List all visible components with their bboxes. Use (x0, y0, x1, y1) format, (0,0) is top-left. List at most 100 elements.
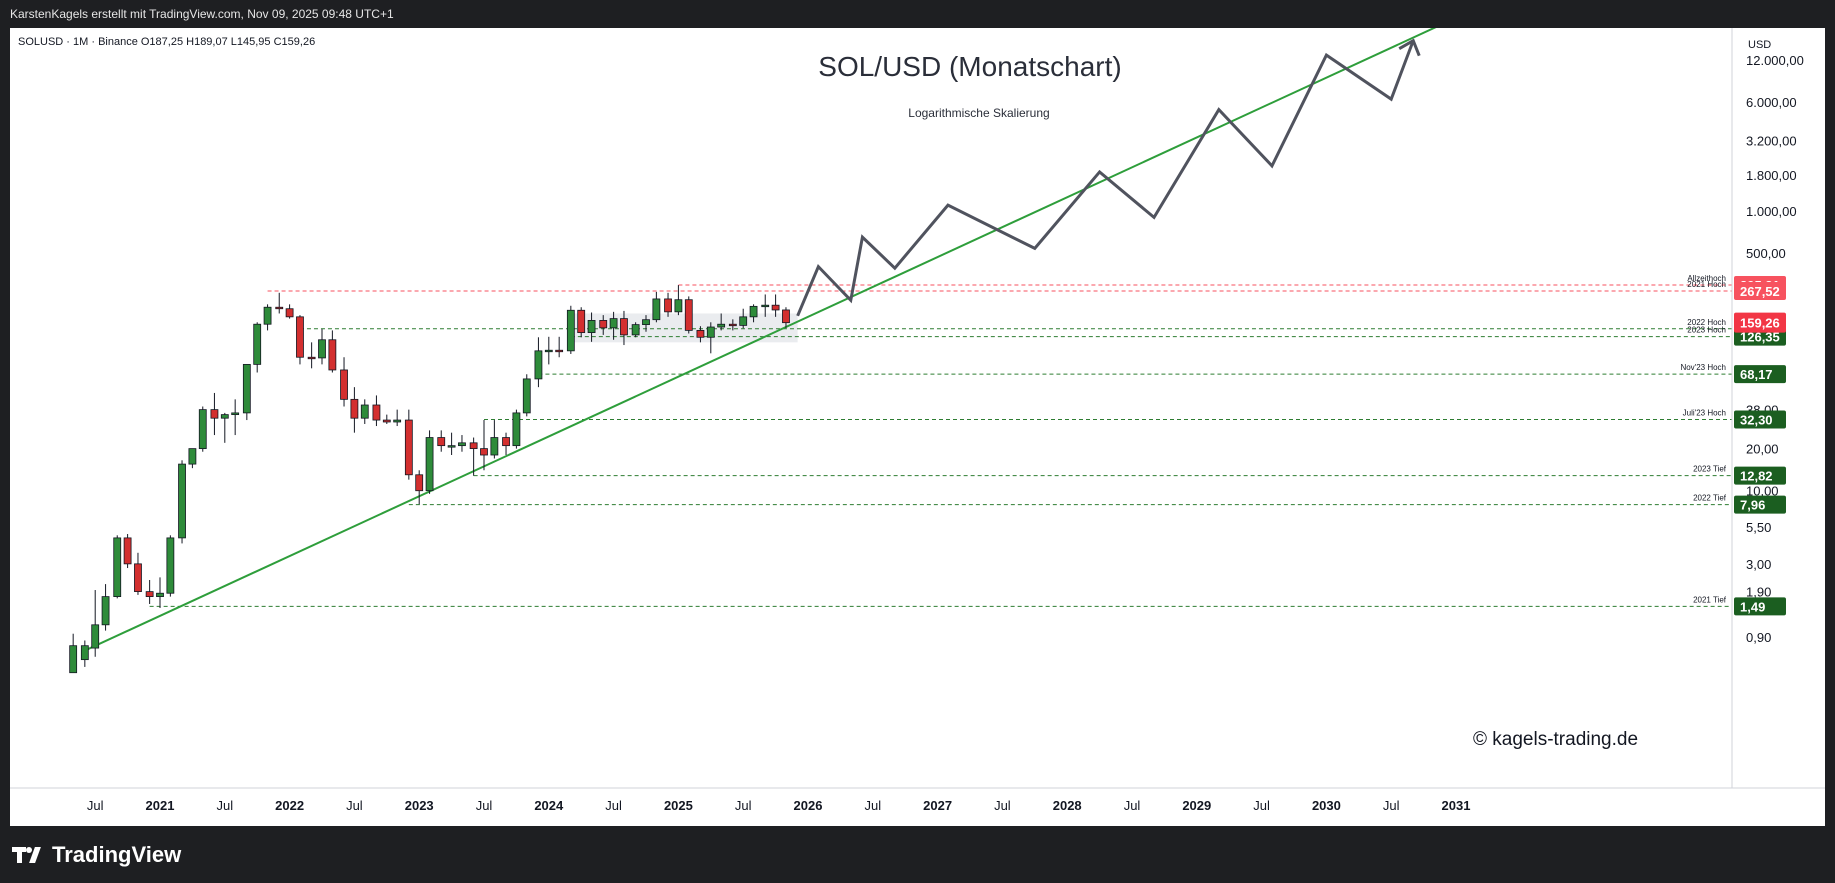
time-tick-label: 2025 (664, 798, 693, 813)
level-name-label: 2021 Hoch (1687, 280, 1726, 289)
price-badges: 295,31267,52143,71126,3568,1732,3012,827… (1734, 276, 1786, 616)
candle-body (145, 591, 154, 598)
candle-body (631, 324, 640, 336)
candle-body (307, 356, 316, 360)
candle-body (80, 645, 89, 661)
time-tick-label: Jul (605, 798, 622, 813)
time-tick-label: 2031 (1442, 798, 1471, 813)
candle-body (101, 596, 110, 626)
time-tick-label: 2027 (923, 798, 952, 813)
candle-body (123, 537, 132, 565)
watermark-text: © kagels-trading.de (1473, 729, 1638, 750)
candle-body (231, 412, 240, 416)
projection-path (796, 40, 1415, 317)
time-tick-label: 2029 (1182, 798, 1211, 813)
candle-body (555, 349, 564, 353)
time-tick-label: Jul (994, 798, 1011, 813)
time-tick-label: Jul (1124, 798, 1141, 813)
candle-body (404, 419, 413, 476)
level-name-label: Allzeithoch (1687, 274, 1726, 283)
candle-body (360, 404, 369, 419)
currency-label: USD (1748, 39, 1771, 51)
current-price-badge (1734, 312, 1786, 333)
footer-bar: TradingView (0, 826, 1835, 883)
level-name-label: 2022 Hoch (1687, 318, 1726, 327)
candle-body (296, 316, 304, 358)
time-axis[interactable]: Jul 2021 Jul 2022 Jul 2023 Jul 2024 Jul 2025 Jul 20… (87, 798, 1471, 813)
candle-body (728, 323, 737, 327)
level-name-label: 2023 Tief (1693, 465, 1727, 474)
candle-body (275, 306, 284, 310)
candle-body (242, 363, 251, 414)
price-badge (1734, 410, 1786, 429)
support-trendline (84, 28, 1437, 652)
candle-body (178, 463, 186, 539)
candle-body (350, 398, 359, 419)
time-tick-label: Jul (1253, 798, 1270, 813)
chart-area[interactable]: 12.000,00 6.000,00 3.200,00 1.800,00 1.000,0… (10, 28, 1825, 826)
candle-body (340, 369, 348, 400)
candle-body (599, 320, 608, 329)
candle-body (749, 305, 758, 318)
candle-body (91, 624, 100, 649)
level-name-label: Juli'23 Hoch (1683, 408, 1726, 417)
time-tick-label: Jul (1383, 798, 1400, 813)
time-tick-label: 2024 (534, 798, 564, 813)
candle-body (717, 323, 726, 328)
candle-body (480, 448, 488, 456)
time-tick-label: 2023 (405, 798, 434, 813)
candle-body (285, 308, 294, 318)
price-tick-label: 10,00 (1746, 484, 1779, 499)
time-tick-label: Jul (864, 798, 881, 813)
candle-body (620, 318, 628, 336)
time-tick-label: Jul (216, 798, 233, 813)
time-tick-label: Jul (476, 798, 493, 813)
candles-layer (69, 285, 790, 674)
tradingview-logo-text: TradingView (52, 842, 182, 867)
price-tick-label: 1,90 (1746, 585, 1771, 600)
candle-body (69, 645, 78, 674)
time-tick-label: 2022 (275, 798, 304, 813)
candle-body (664, 298, 672, 313)
candle-body (458, 442, 466, 447)
level-name-label: 2023 Hoch (1687, 326, 1726, 335)
price-badge (1734, 495, 1786, 514)
candle-body (782, 309, 790, 324)
time-tick-label: 2026 (794, 798, 823, 813)
price-badge-label: 1,49 (1740, 599, 1765, 614)
candle-body (253, 323, 262, 365)
candle-body (318, 339, 326, 359)
candle-body (609, 318, 618, 329)
price-badge (1734, 282, 1786, 301)
candle-body (706, 326, 715, 338)
price-tick-label: 1.800,00 (1746, 168, 1797, 183)
candle-body (652, 298, 661, 321)
level-name-label: 2021 Tief (1693, 595, 1727, 604)
price-badge (1734, 365, 1786, 384)
candle-body (674, 299, 683, 313)
candle-body (642, 319, 650, 326)
projection-layer (796, 38, 1421, 317)
attribution-text: KarstenKagels erstellt mit TradingView.c… (10, 7, 394, 21)
candle-body (415, 474, 424, 492)
range-box-layer (570, 313, 798, 343)
price-axis[interactable]: 12.000,00 6.000,00 3.200,00 1.800,00 1.000,0… (1746, 53, 1804, 645)
candle-body (544, 349, 553, 353)
chart-title: SOL/USD (Monatschart) (818, 51, 1121, 82)
time-tick-label: Jul (87, 798, 104, 813)
price-badge-label: 267,52 (1740, 284, 1780, 299)
tradingview-logo[interactable]: TradingView (12, 842, 181, 868)
candle-body (166, 537, 175, 594)
candle-body (771, 304, 780, 311)
price-tick-label: 500,00 (1746, 246, 1786, 261)
candle-body (263, 306, 272, 325)
candle-body (113, 537, 122, 598)
current-price-label: 159,26 (1740, 316, 1780, 331)
candle-body (577, 309, 586, 334)
time-tick-label: 2028 (1053, 798, 1082, 813)
price-tick-label: 20,00 (1746, 442, 1779, 457)
candle-body (696, 329, 705, 338)
candle-body (587, 320, 596, 334)
price-tick-label: 12.000,00 (1746, 53, 1804, 68)
price-badge (1734, 597, 1786, 616)
